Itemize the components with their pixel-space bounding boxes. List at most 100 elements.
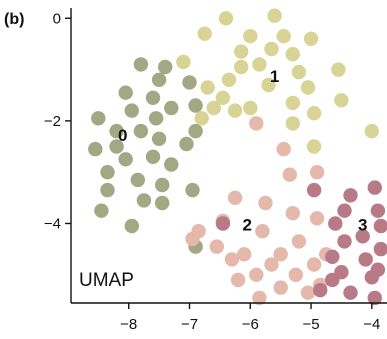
cluster-1-point: [331, 62, 346, 77]
cluster-0-point: [109, 123, 124, 139]
cluster-1-point: [218, 11, 234, 26]
cluster-0-point: [133, 57, 149, 72]
cluster-1-point: [243, 100, 258, 116]
cluster-2-point: [255, 224, 270, 239]
cluster-2-point: [249, 116, 264, 131]
cluster-0-point: [133, 123, 149, 139]
cluster-2-point: [273, 280, 288, 295]
cluster-label-3: 3: [358, 215, 367, 234]
cluster-3-point: [337, 234, 352, 249]
cluster-0-point: [151, 72, 167, 88]
cluster-1-point: [176, 54, 191, 70]
cluster-2-point: [276, 141, 291, 157]
cluster-0-point: [179, 136, 194, 152]
panel-label: (b): [4, 11, 24, 28]
cluster-labels: 0 1 2 3: [118, 67, 367, 235]
cluster-1-point: [234, 59, 249, 75]
cluster-3-point: [343, 188, 358, 203]
cluster-1-point: [227, 103, 243, 118]
cluster-label-0: 0: [118, 126, 127, 145]
cluster-2-point: [273, 247, 288, 262]
cluster-0-point: [124, 103, 139, 118]
cluster-3-point: [370, 203, 386, 218]
points-layer: [88, 8, 387, 306]
cluster-0-point: [94, 203, 109, 218]
cluster-3-point: [215, 216, 231, 231]
cluster-2-point: [288, 267, 303, 282]
cluster-2-point: [252, 290, 267, 306]
cluster-1-point: [200, 80, 215, 95]
cluster-0-point: [188, 98, 203, 113]
x-tick-label: −7: [181, 316, 198, 333]
cluster-0-point: [124, 218, 139, 234]
cluster-1-point: [285, 116, 300, 131]
cluster-3-point: [337, 203, 352, 218]
cluster-0-point: [164, 157, 179, 172]
cluster-1-point: [252, 57, 267, 72]
cluster-0-point: [155, 195, 170, 211]
y-tick-label: −4: [44, 215, 61, 232]
cluster-0-point: [100, 165, 115, 180]
cluster-2-point: [309, 211, 325, 226]
x-tick-label: −5: [302, 316, 319, 333]
cluster-0-point: [185, 182, 200, 198]
cluster-1-point: [306, 106, 322, 121]
cluster-1-point: [300, 80, 316, 95]
y-tick-label: 0: [53, 10, 61, 27]
cluster-3-point: [328, 216, 343, 231]
cluster-1-point: [197, 26, 212, 41]
cluster-0-point: [148, 111, 164, 126]
cluster-3-point: [367, 180, 382, 195]
cluster-1-point: [276, 29, 291, 44]
cluster-2-point: [249, 267, 264, 282]
cluster-0-point: [188, 123, 203, 139]
cluster-0-point: [88, 141, 103, 157]
cluster-0-point: [164, 100, 179, 116]
cluster-3-point: [358, 252, 373, 267]
cluster-0-point: [109, 139, 124, 154]
x-tick-label: −4: [363, 316, 380, 333]
x-tick-label: −8: [120, 316, 137, 333]
cluster-0-point: [145, 149, 161, 164]
cluster-1-point: [267, 8, 282, 23]
cluster-3-point: [343, 285, 358, 300]
cluster-2-point: [309, 165, 325, 180]
cluster-2-point: [185, 231, 200, 247]
cluster-label-2: 2: [242, 215, 251, 234]
cluster-0-point: [145, 90, 161, 106]
cluster-1-point: [264, 41, 279, 57]
cluster-1-point: [364, 123, 379, 139]
cluster-2-point: [224, 252, 240, 267]
cluster-2-point: [230, 272, 246, 288]
cluster-0-point: [91, 111, 106, 126]
cluster-3-point: [325, 272, 340, 288]
axes: [70, 8, 387, 304]
cluster-1-point: [215, 90, 231, 106]
cluster-1-point: [303, 31, 319, 46]
cluster-0-point: [118, 152, 133, 167]
cluster-label-1: 1: [270, 67, 279, 86]
cluster-2-point: [282, 167, 297, 182]
y-tick-label: −2: [44, 113, 61, 130]
cluster-3-point: [373, 241, 387, 257]
method-label: UMAP: [79, 270, 134, 291]
cluster-2-point: [264, 257, 279, 272]
cluster-1-point: [285, 47, 300, 62]
cluster-2-point: [227, 190, 243, 205]
cluster-0-point: [155, 177, 170, 193]
cluster-2-point: [291, 234, 307, 249]
cluster-2-point: [209, 239, 224, 254]
cluster-0-point: [182, 75, 197, 90]
cluster-1-point: [261, 77, 276, 93]
cluster-1-point: [234, 44, 249, 59]
cluster-2-point: [237, 247, 252, 262]
cluster-2-point: [285, 206, 300, 221]
cluster-1-point: [194, 111, 209, 126]
cluster-1-point: [285, 95, 300, 111]
cluster-3-point: [325, 249, 340, 264]
cluster-0-point: [136, 193, 152, 208]
cluster-1-point: [243, 29, 258, 44]
cluster-1-point: [334, 93, 349, 108]
cluster-3-point: [373, 218, 387, 234]
